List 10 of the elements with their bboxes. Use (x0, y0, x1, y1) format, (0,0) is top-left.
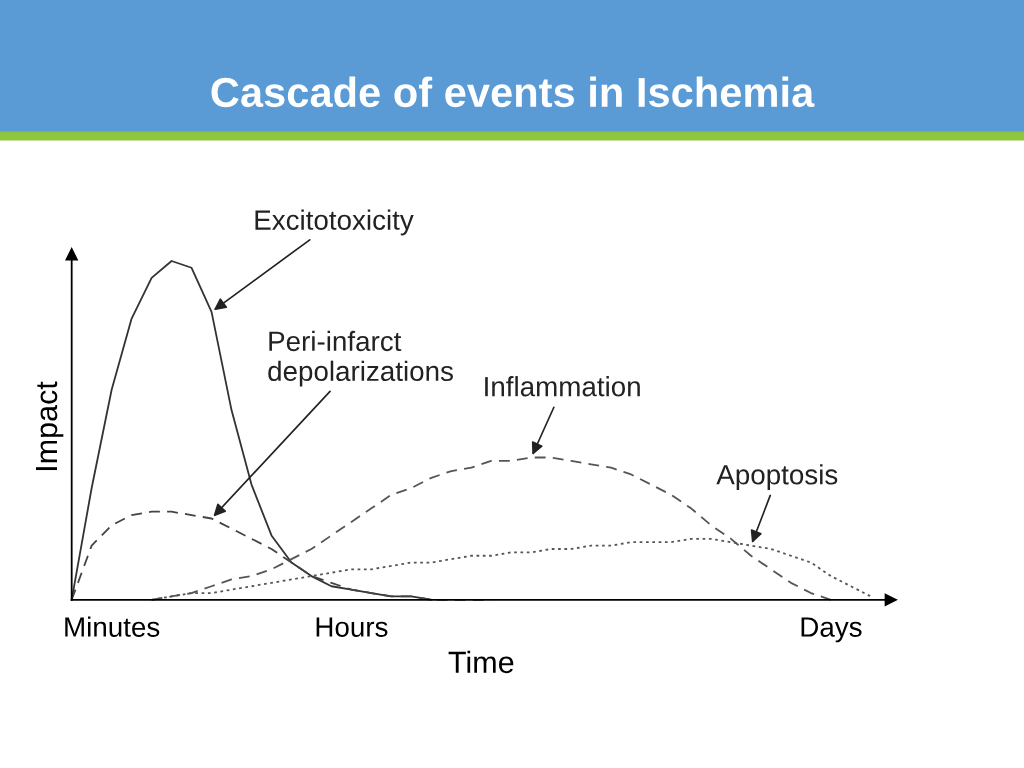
series-label: Apoptosis (716, 464, 838, 491)
x-tick-label: Hours (316, 617, 388, 637)
y-axis-title: Impact (35, 381, 64, 471)
x-tick-label: Minutes (65, 616, 160, 637)
chart-title: Cascade of events in Ischemia (211, 76, 815, 108)
x-tick-label: Days (801, 617, 862, 643)
text: Excitotoxicity (255, 209, 414, 236)
x-axis-title: Time (448, 650, 514, 674)
text: Peri-infarct depolarizations (268, 330, 453, 387)
text: Inflammation (485, 376, 640, 397)
